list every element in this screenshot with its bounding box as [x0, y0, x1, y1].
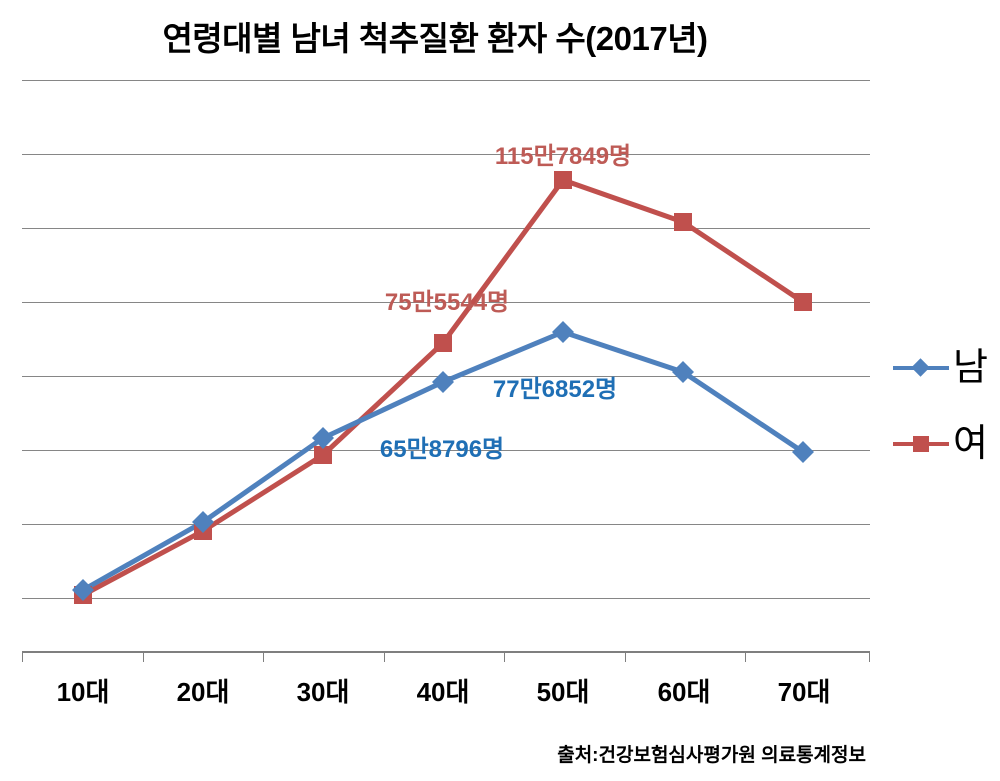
x-tick — [263, 651, 264, 662]
series-layer — [72, 171, 814, 604]
gridline — [22, 228, 870, 229]
x-axis-line — [22, 651, 870, 653]
x-tick — [384, 651, 385, 662]
data-labels-layer: 115만7849명 75만5544명 77만6852명 65만8796명 — [22, 74, 870, 652]
x-tick — [143, 651, 144, 662]
x-tick-label-60대: 60대 — [657, 677, 711, 707]
gridline — [22, 450, 870, 451]
x-tick-label-70대: 70대 — [777, 677, 831, 707]
x-tick-label-50대: 50대 — [536, 677, 590, 707]
x-tick — [869, 651, 870, 662]
legend-diamond-marker-icon — [893, 355, 949, 381]
chart-title: 연령대별 남녀 척추질환 환자 수(2017년) — [162, 20, 708, 57]
plot-area: 115만7849명 75만5544명 77만6852명 65만8796명 — [22, 74, 870, 652]
gridline — [22, 154, 870, 155]
legend-square-marker-icon — [893, 431, 949, 457]
chart-legend: 남 여 — [893, 330, 1000, 482]
x-tick — [504, 651, 505, 662]
data-label-female-50: 115만7849명 — [494, 143, 632, 170]
x-tick-label-10대: 10대 — [56, 677, 110, 707]
legend-item-female[interactable]: 여 — [893, 406, 1000, 482]
x-tick — [22, 651, 23, 662]
data-label-male-30: 65만8796명 — [379, 436, 505, 463]
series-markers-male — [72, 321, 814, 601]
x-tick-label-40대: 40대 — [416, 677, 470, 707]
x-tick-label-30대: 30대 — [296, 677, 350, 707]
gridline — [22, 524, 870, 525]
legend-label-male: 남 — [953, 347, 988, 389]
gridline — [22, 598, 870, 599]
gridline — [22, 302, 870, 303]
gridline — [22, 80, 870, 81]
legend-label-female: 여 — [953, 423, 988, 465]
x-tick — [625, 651, 626, 662]
x-tick — [745, 651, 746, 662]
legend-item-male[interactable]: 남 — [893, 330, 1000, 406]
x-tick-label-20대: 20대 — [176, 677, 230, 707]
source-note: 출처:건강보험심사평가원 의료통계정보 — [557, 745, 866, 766]
data-label-male-40: 77만6852명 — [492, 376, 618, 403]
data-label-female-40: 75만5544명 — [384, 289, 510, 316]
